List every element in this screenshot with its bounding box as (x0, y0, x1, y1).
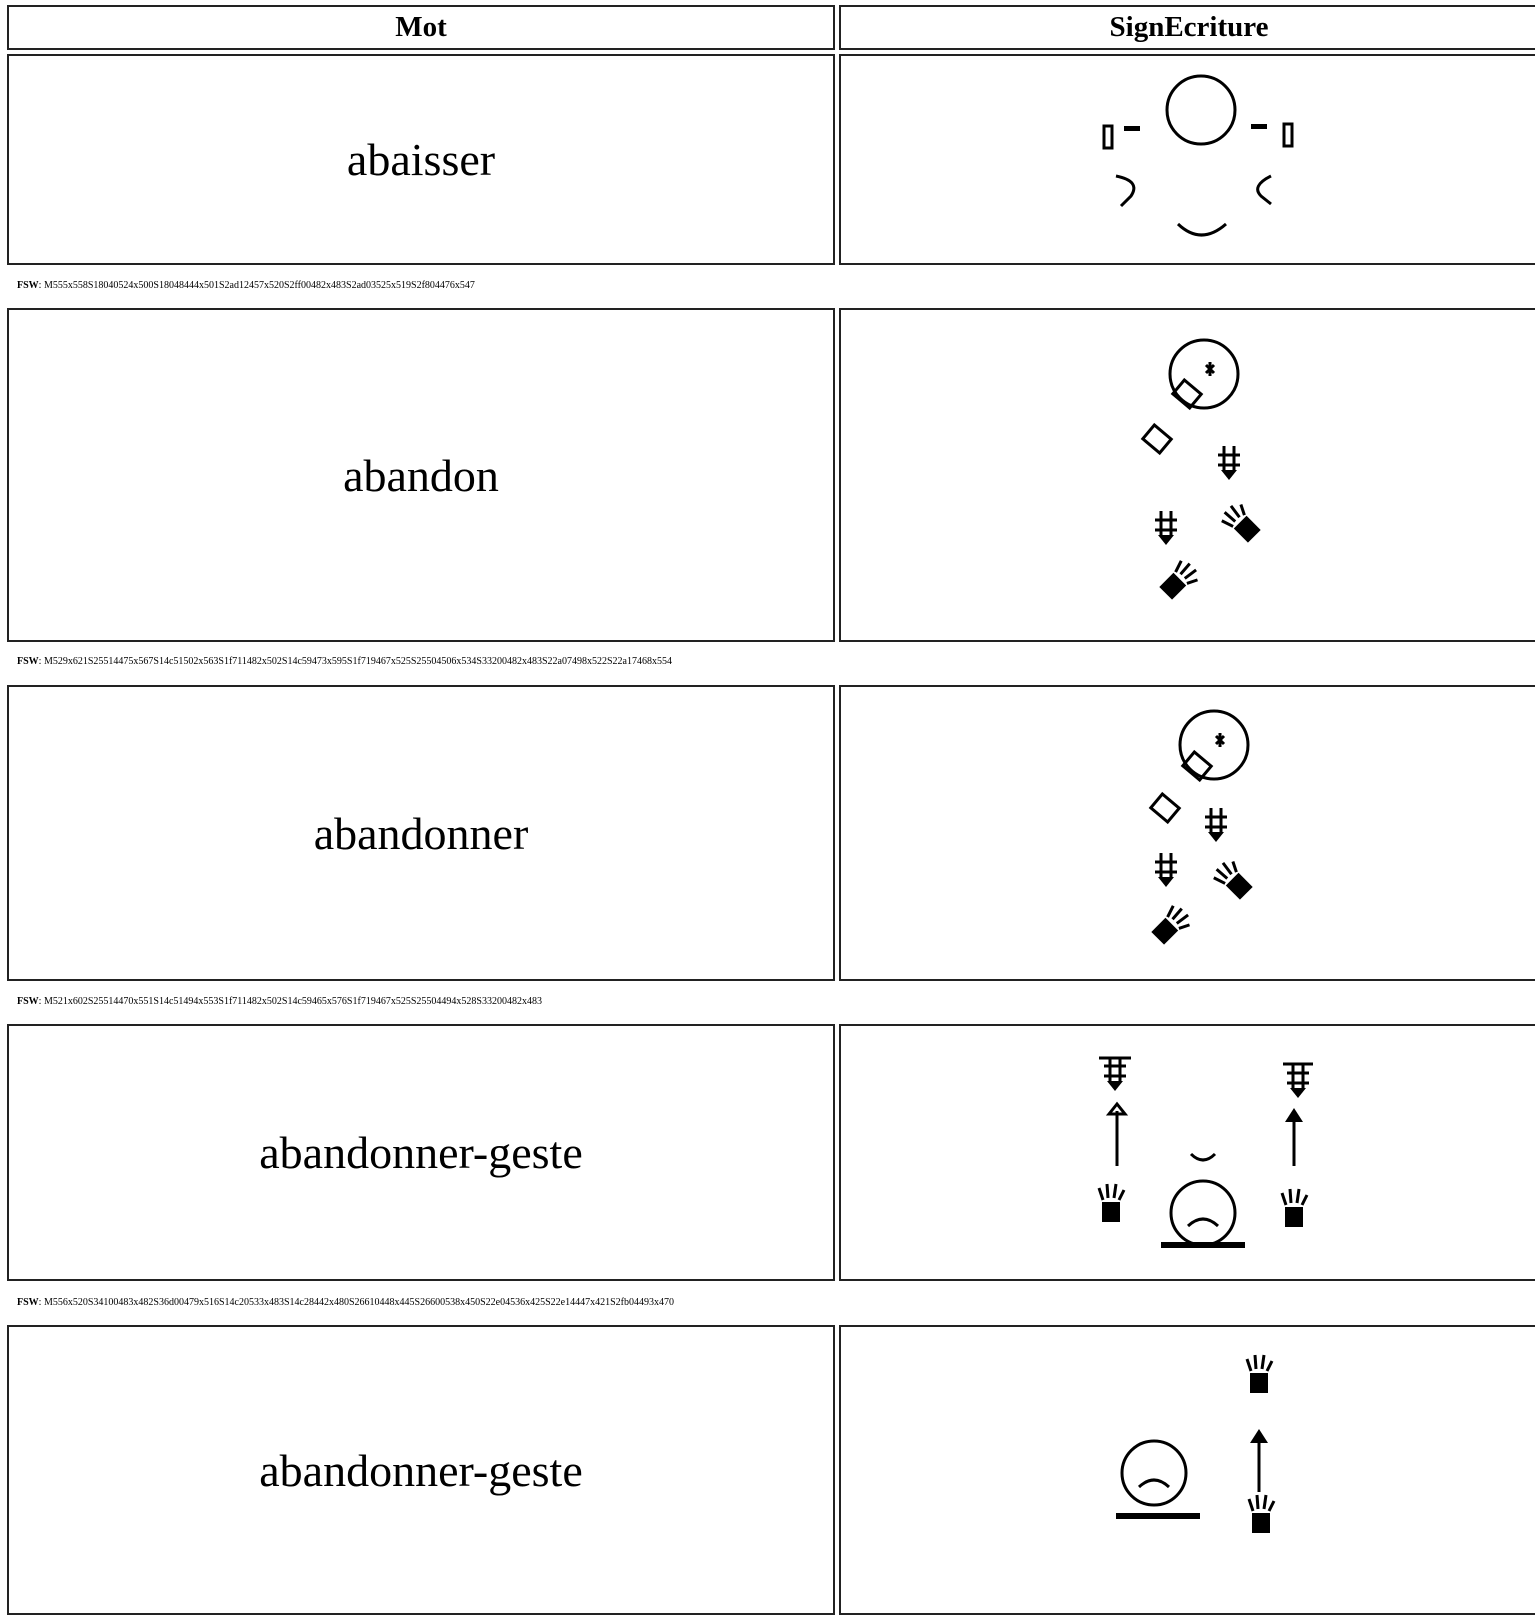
sign-writing (1116, 1354, 1276, 1533)
header-cell: SignEcriture (839, 5, 1535, 50)
word: abandonner-geste (259, 1444, 583, 1496)
word-cell: abaisser (7, 54, 835, 265)
word-cell: abandon (7, 308, 835, 642)
fsw-code: : M521x602S25514470x551S14c51494x553S1f7… (38, 996, 542, 1007)
word: abandonner (313, 807, 529, 859)
fsw-line: FSW: M529x621S25514475x567S14c51502x563S… (17, 656, 672, 667)
word-cell: abandonner-geste (7, 1325, 835, 1615)
word: abaisser (346, 134, 496, 185)
header-cell: Mot (7, 5, 835, 50)
fsw-code: : M529x621S25514475x567S14c51502x563S1f7… (38, 656, 672, 667)
sign-cell (839, 54, 1535, 265)
sign-cell (839, 1325, 1535, 1615)
fsw-line: FSW: M556x520S34100483x482S36d00479x516S… (17, 1297, 674, 1308)
sign-cell (839, 685, 1535, 981)
sign-writing (1097, 1056, 1313, 1248)
fsw-label: FSW (17, 1297, 39, 1308)
sign-cell (839, 1024, 1535, 1281)
sign-cell (839, 308, 1535, 642)
word: abandon (343, 449, 499, 501)
fsw-code: : M555x558S18040524x500S18048444x501S2ad… (38, 280, 475, 291)
fsw-label: FSW (17, 656, 39, 667)
fsw-code: : M556x520S34100483x482S36d00479x516S14c… (38, 1297, 674, 1308)
word-cell: abandonner-geste (7, 1024, 835, 1281)
sign-writing (1102, 74, 1294, 237)
fsw-line: FSW: M521x602S25514470x551S14c51494x553S… (17, 996, 542, 1007)
sign-writing (1140, 338, 1261, 600)
sign-writing (1148, 709, 1253, 945)
word-cell: abandonner (7, 685, 835, 981)
header-text: SignEcriture (1109, 11, 1269, 43)
fsw-label: FSW (17, 280, 39, 291)
header-text: Mot (395, 11, 447, 43)
word: abandonner-geste (259, 1127, 583, 1178)
fsw-line: FSW: M555x558S18040524x500S18048444x501S… (17, 280, 475, 291)
fsw-label: FSW (17, 996, 39, 1007)
